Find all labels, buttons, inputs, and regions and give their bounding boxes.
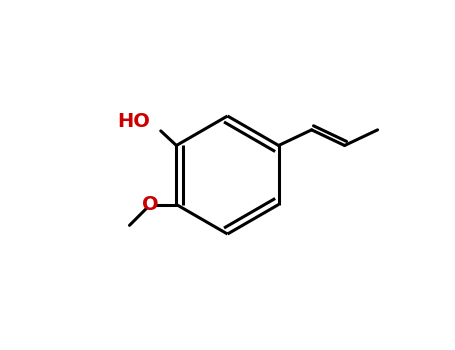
Text: HO: HO [117, 112, 150, 131]
Text: O: O [142, 195, 159, 214]
